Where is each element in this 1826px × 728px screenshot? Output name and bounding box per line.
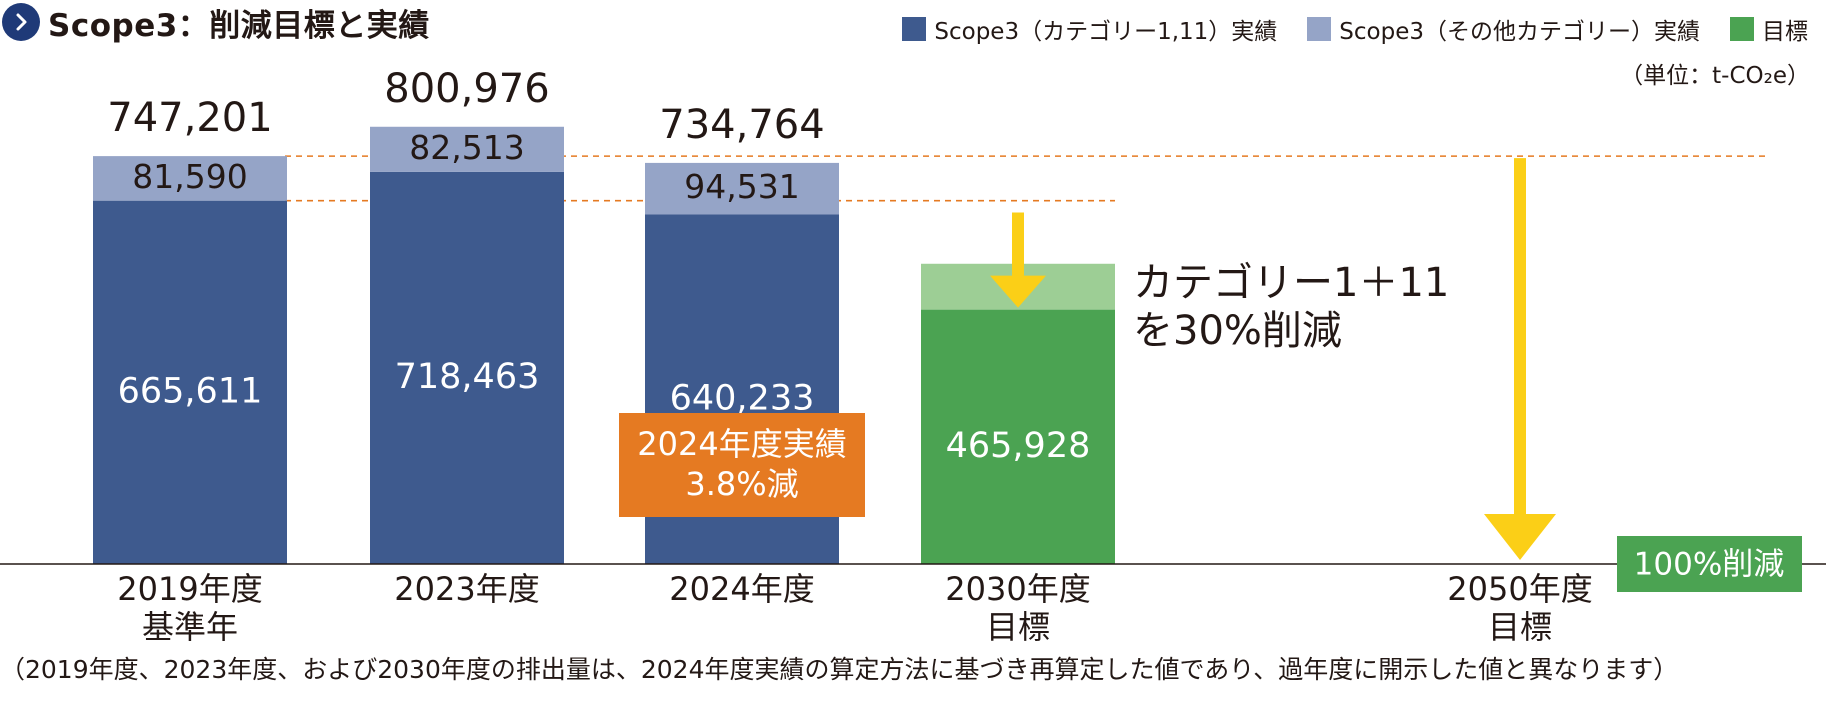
legend-swatch (1307, 17, 1332, 41)
chart-title-row: Scope3：削減目標と実績 (0, 0, 430, 44)
bar-value-label: 665,611 (118, 371, 263, 411)
x-tick-label: 2024年度 (669, 570, 814, 608)
legend-swatch (902, 17, 927, 41)
annotation-2030-reduction: カテゴリー1＋11 を30%削減 (1133, 260, 1449, 354)
footnote: （2019年度、2023年度、および2030年度の排出量は、2024年度実績の算… (0, 655, 1679, 684)
chevron-right-icon (2, 3, 40, 41)
bar-other-categories (93, 156, 287, 201)
legend-label: Scope3（その他カテゴリー）実績 (1339, 19, 1700, 45)
bar-value-label: 465,928 (946, 426, 1091, 466)
legend-label: 目標 (1762, 19, 1808, 45)
legend-item-category-1-11: Scope3（カテゴリー1,11）実績 (902, 12, 1277, 46)
down-arrow-icon (990, 275, 1046, 308)
x-tick-label-line: 基準年 (142, 608, 238, 646)
x-tick-label-line: 2030年度 (945, 570, 1090, 608)
bar-value-label: 94,531 (684, 167, 799, 206)
x-tick-label: 2023年度 (394, 570, 539, 608)
badge-2050-reduction (1617, 536, 1802, 592)
annotation-2030-reduction-line: を30%削減 (1133, 308, 1342, 354)
bar-other-categories (645, 162, 839, 215)
legend-swatch (1730, 17, 1754, 41)
badge-2050-text: 100%削減 (1634, 547, 1785, 583)
chart-legend: Scope3（カテゴリー1,11）実績 Scope3（その他カテゴリー）実績 目… (872, 12, 1808, 46)
bar-chart: 665,611 81,590 747,201 718,463 82,513 800,976… (0, 66, 1826, 646)
bar-total-label: 734,764 (659, 102, 824, 148)
down-arrow-icon (1514, 158, 1526, 519)
x-tick-label-line: 2024年度 (669, 570, 814, 608)
x-tick-label-line: 2023年度 (394, 570, 539, 608)
unit-label: （単位：t-CO₂e） (1620, 63, 1810, 89)
badge-2024-text-line: 3.8%減 (685, 465, 798, 503)
x-tick-label: 2030年度目標 (945, 570, 1090, 646)
badge-2024-text-line: 2024年度実績 (637, 425, 846, 463)
chart-title: Scope3：削減目標と実績 (48, 7, 430, 44)
down-arrow-icon (1012, 212, 1024, 278)
bar-value-label: 82,513 (409, 128, 524, 167)
legend-item-other-categories: Scope3（その他カテゴリー）実績 (1307, 12, 1700, 46)
bar-other-categories (370, 126, 564, 172)
bar-value-label: 81,590 (132, 157, 247, 196)
bar-value-label: 718,463 (395, 357, 540, 397)
x-tick-label: 2050年度目標 (1447, 570, 1592, 646)
legend-item-target: 目標 (1730, 12, 1808, 46)
badge-2024-text: 2024年度実績 3.8%減 (637, 425, 846, 503)
bar-value-label: 640,233 (670, 378, 815, 418)
bar-category-1-11 (93, 200, 287, 564)
down-arrow-icon (1484, 514, 1556, 560)
x-tick-label-line: 目標 (986, 608, 1050, 646)
legend-label: Scope3（カテゴリー1,11）実績 (934, 19, 1278, 45)
bar-total-label: 747,201 (107, 95, 272, 141)
badge-2024-result (619, 413, 865, 517)
bar-target-2030 (921, 309, 1115, 564)
x-tick-label-line: 目標 (1488, 608, 1552, 646)
annotation-2030-reduction-line: カテゴリー1＋11 (1133, 260, 1449, 306)
bar-category-1-11 (370, 171, 564, 565)
x-tick-label-line: 2019年度 (117, 570, 262, 608)
bar-total-label: 800,976 (384, 66, 549, 112)
x-tick-label-line: 2050年度 (1447, 570, 1592, 608)
x-tick-label: 2019年度基準年 (117, 570, 262, 646)
